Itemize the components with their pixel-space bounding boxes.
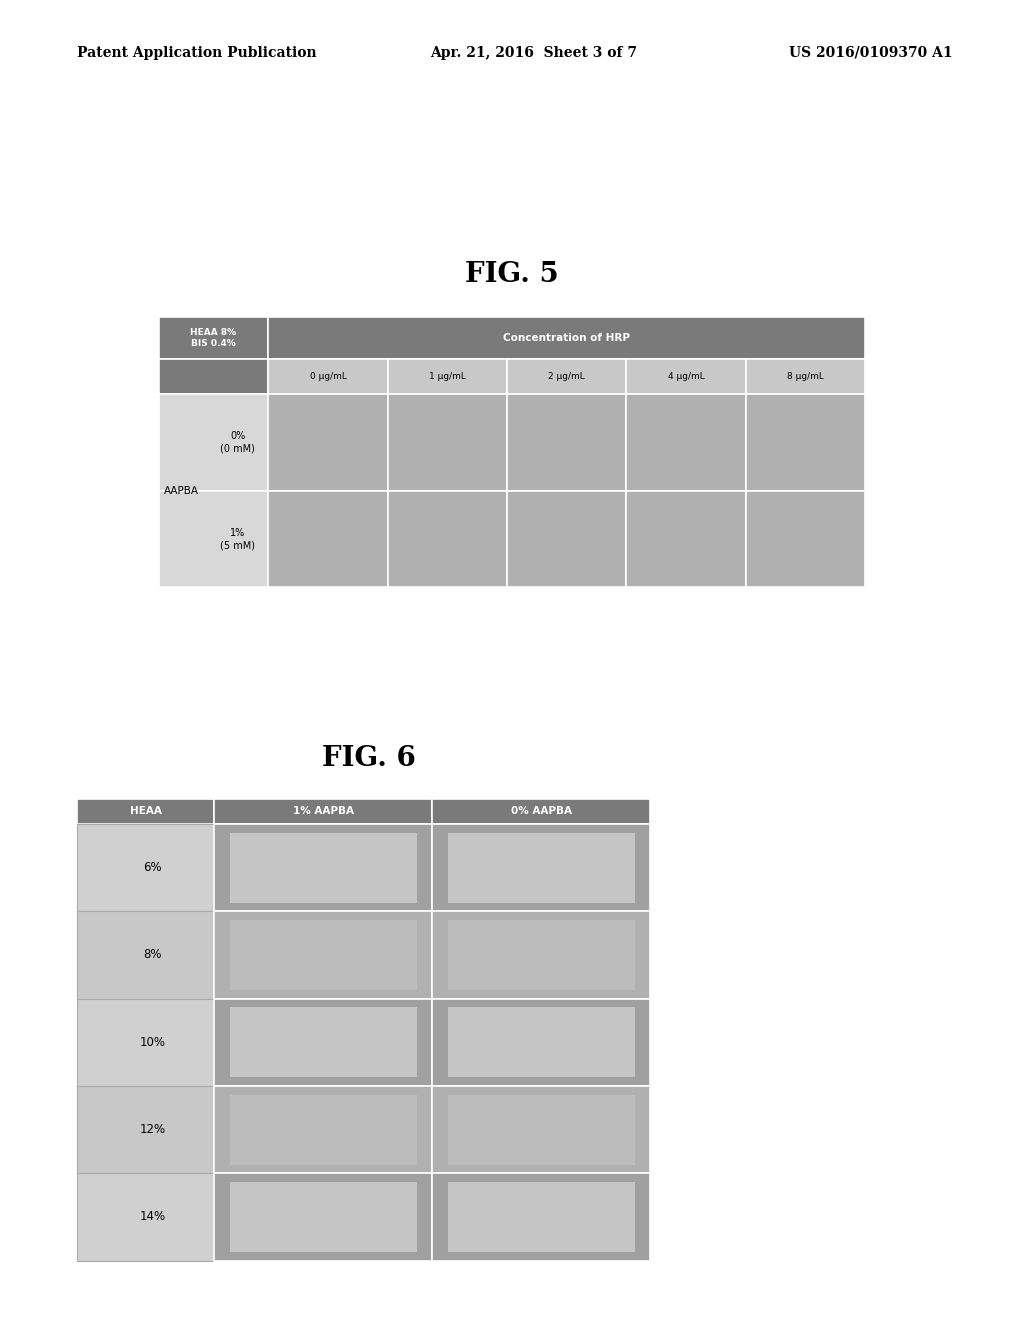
Text: 2 μg/mL: 2 μg/mL [549, 372, 585, 381]
Bar [159, 359, 268, 393]
Bar [432, 1086, 650, 1173]
Bar [214, 911, 432, 999]
Bar [268, 491, 388, 587]
Bar [214, 824, 432, 911]
Bar [159, 393, 268, 491]
Bar [77, 911, 214, 999]
Bar [432, 999, 650, 1086]
Text: FIG. 6: FIG. 6 [322, 746, 416, 772]
Text: AAPBA: AAPBA [164, 486, 199, 496]
Bar [507, 359, 627, 393]
Bar [229, 1181, 417, 1251]
Bar [77, 1173, 214, 1261]
Text: 1%
(5 mM): 1% (5 mM) [220, 528, 255, 550]
Bar [214, 799, 432, 824]
Bar [745, 491, 865, 587]
Text: Apr. 21, 2016  Sheet 3 of 7: Apr. 21, 2016 Sheet 3 of 7 [430, 46, 637, 59]
Text: HEAA: HEAA [130, 807, 162, 816]
Bar [447, 1007, 635, 1077]
Text: HEAA 8%
BIS 0.4%: HEAA 8% BIS 0.4% [190, 327, 237, 348]
Text: 6%: 6% [143, 861, 162, 874]
Text: 1% AAPBA: 1% AAPBA [293, 807, 354, 816]
Bar [745, 393, 865, 491]
Bar [214, 1086, 432, 1173]
Text: FIG. 5: FIG. 5 [465, 261, 559, 288]
Bar [432, 1173, 650, 1261]
Bar [745, 359, 865, 393]
Bar [229, 1094, 417, 1164]
Bar [627, 359, 745, 393]
Bar [507, 393, 627, 491]
Bar [229, 920, 417, 990]
Text: 12%: 12% [139, 1123, 166, 1137]
Text: 8%: 8% [143, 949, 162, 961]
Bar [159, 491, 268, 587]
Bar [77, 1086, 214, 1173]
Bar [77, 824, 214, 911]
Bar [214, 999, 432, 1086]
Text: Concentration of HRP: Concentration of HRP [503, 333, 630, 343]
Bar [432, 799, 650, 824]
Bar [268, 317, 865, 359]
Bar [507, 491, 627, 587]
Text: 0 μg/mL: 0 μg/mL [309, 372, 346, 381]
Bar [214, 1173, 432, 1261]
Bar [388, 359, 507, 393]
Text: Patent Application Publication: Patent Application Publication [77, 46, 316, 59]
Bar [77, 999, 214, 1086]
Bar [432, 824, 650, 911]
Bar [229, 1007, 417, 1077]
Bar [388, 393, 507, 491]
Text: US 2016/0109370 A1: US 2016/0109370 A1 [788, 46, 952, 59]
Bar [77, 799, 214, 824]
Text: 1 μg/mL: 1 μg/mL [429, 372, 466, 381]
Text: 14%: 14% [139, 1210, 166, 1224]
Bar [432, 911, 650, 999]
Bar [447, 833, 635, 903]
Bar [268, 359, 388, 393]
Bar [229, 833, 417, 903]
Text: 10%: 10% [139, 1036, 166, 1049]
Bar [447, 920, 635, 990]
Bar [627, 491, 745, 587]
Text: 8 μg/mL: 8 μg/mL [787, 372, 824, 381]
Text: 0%
(0 mM): 0% (0 mM) [220, 432, 255, 454]
Text: 0% AAPBA: 0% AAPBA [511, 807, 571, 816]
Bar [627, 393, 745, 491]
Bar [159, 317, 268, 359]
Bar [388, 491, 507, 587]
Text: 4 μg/mL: 4 μg/mL [668, 372, 705, 381]
Bar [447, 1181, 635, 1251]
Bar [268, 393, 388, 491]
Bar [447, 1094, 635, 1164]
